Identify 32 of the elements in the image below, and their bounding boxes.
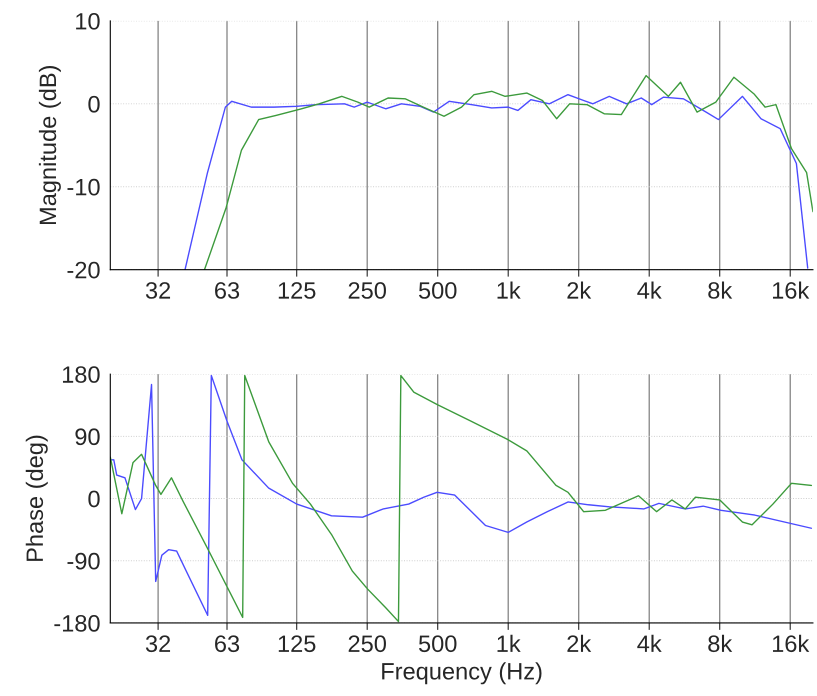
y-tick-label: 180 [62, 366, 100, 383]
y-axis-title: Phase (deg) [26, 436, 48, 561]
y-tick-label: -20 [68, 262, 100, 278]
x-tick-label: 4k [637, 634, 662, 652]
x-tick-label: 32 [146, 635, 170, 652]
x-tick-label: 4k [637, 281, 662, 299]
x-tick-label: 2k [567, 634, 592, 652]
y-tick-label: 10 [76, 12, 100, 30]
x-tick-label: 8k [708, 634, 732, 652]
y-tick-label: -180 [54, 614, 100, 632]
x-tick-label: 1k [498, 281, 521, 299]
x-tick-label: 16k [772, 634, 810, 652]
x-tick-label: 250 [348, 282, 386, 299]
x-tick-label: 2k [567, 281, 592, 299]
x-tick-label: 500 [418, 282, 456, 299]
x-tick-label: 8k [708, 281, 732, 299]
x-tick-label: 250 [348, 635, 386, 652]
x-tick-label: 32 [146, 282, 170, 299]
x-axis-title: Frequency (Hz) [382, 662, 542, 684]
x-tick-label: 500 [418, 635, 456, 652]
x-tick-label: 16k [772, 281, 810, 299]
y-tick-label: 0 [88, 96, 100, 113]
x-tick-label: 1k [498, 634, 521, 652]
x-tick-label: 125 [278, 635, 316, 652]
x-tick-label: 63 [215, 282, 240, 299]
y-tick-label: 0 [88, 490, 100, 508]
y-tick-label: -90 [68, 552, 100, 570]
y-axis-title: Magnitude (dB) [38, 66, 61, 224]
y-tick-label: 90 [75, 428, 100, 446]
y-tick-label: -10 [68, 178, 100, 196]
x-tick-label: 125 [278, 282, 316, 299]
x-tick-label: 63 [215, 635, 240, 652]
